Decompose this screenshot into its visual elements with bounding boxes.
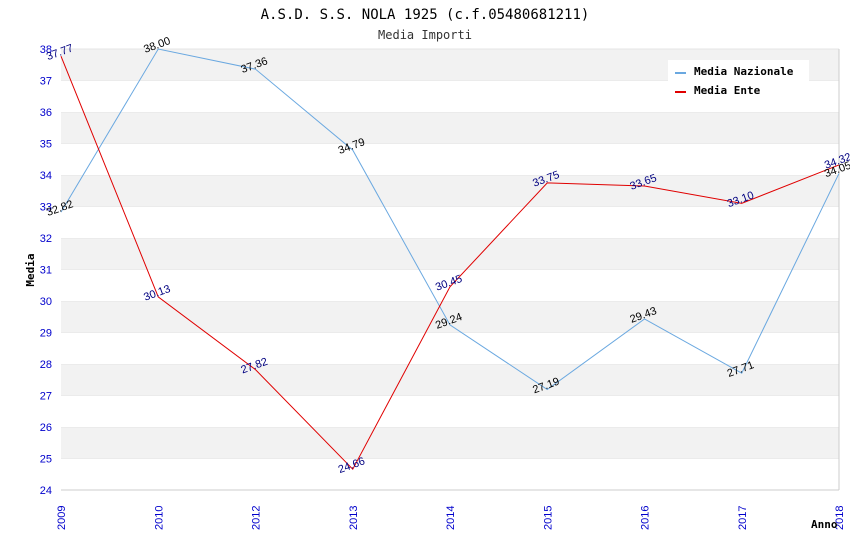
grid-band — [61, 427, 839, 459]
grid-band — [61, 458, 839, 490]
legend: Media Nazionale Media Ente — [668, 60, 809, 102]
y-tick-label: 35 — [40, 139, 52, 151]
y-tick-label: 26 — [40, 422, 52, 434]
y-tick-label: 36 — [40, 107, 52, 119]
y-axis-label: Media — [24, 253, 37, 286]
x-tick-label: 2017 — [737, 506, 749, 530]
grid-bands — [61, 48, 839, 490]
y-tick-label: 31 — [40, 265, 52, 277]
y-tick-label: 30 — [40, 296, 52, 308]
x-tick-label: 2014 — [445, 506, 457, 530]
series-lines — [60, 48, 840, 471]
x-tick-label: 2018 — [834, 506, 846, 530]
x-tick-label: 2013 — [348, 506, 360, 530]
y-tick-label: 34 — [40, 170, 52, 182]
series-line-0 — [60, 48, 840, 391]
series-line-1 — [60, 56, 840, 471]
grid-band — [61, 395, 839, 427]
y-tick-label: 32 — [40, 233, 52, 245]
grid-band — [61, 112, 839, 144]
x-tick-label: 2009 — [56, 506, 68, 530]
legend-label-nazionale: Media Nazionale — [694, 65, 794, 78]
grid-band — [61, 175, 839, 207]
y-axis-ticks: 24 25 26 27 28 29 30 31 32 33 34 35 36 37 38 — [40, 44, 52, 497]
grid-band — [61, 332, 839, 364]
x-axis-label: Anno — [811, 518, 838, 531]
legend-box — [668, 60, 809, 102]
grid-band — [61, 301, 839, 333]
chart-title: A.S.D. S.S. NOLA 1925 (c.f.05480681211) — [261, 7, 590, 23]
y-tick-label: 29 — [40, 328, 52, 340]
y-tick-label: 25 — [40, 454, 52, 466]
y-tick-label: 28 — [40, 359, 52, 371]
x-axis-ticks: 2009 2010 2012 2013 2014 2015 2016 2017 2018 — [56, 506, 846, 530]
x-tick-label: 2012 — [251, 506, 263, 530]
x-tick-label: 2010 — [153, 506, 165, 530]
grid-band — [61, 238, 839, 270]
y-tick-label: 33 — [40, 202, 52, 214]
y-tick-label: 24 — [40, 485, 52, 497]
y-tick-label: 27 — [40, 391, 52, 403]
x-tick-label: 2016 — [640, 506, 652, 530]
y-tick-label: 37 — [40, 76, 52, 88]
y-tick-label: 38 — [40, 44, 52, 56]
grid-band — [61, 143, 839, 175]
x-tick-label: 2015 — [542, 506, 554, 530]
chart-subtitle: Media Importi — [378, 28, 472, 42]
grid-band — [61, 206, 839, 238]
legend-label-ente: Media Ente — [694, 84, 761, 97]
grid-band — [61, 364, 839, 396]
grid-band — [61, 269, 839, 301]
